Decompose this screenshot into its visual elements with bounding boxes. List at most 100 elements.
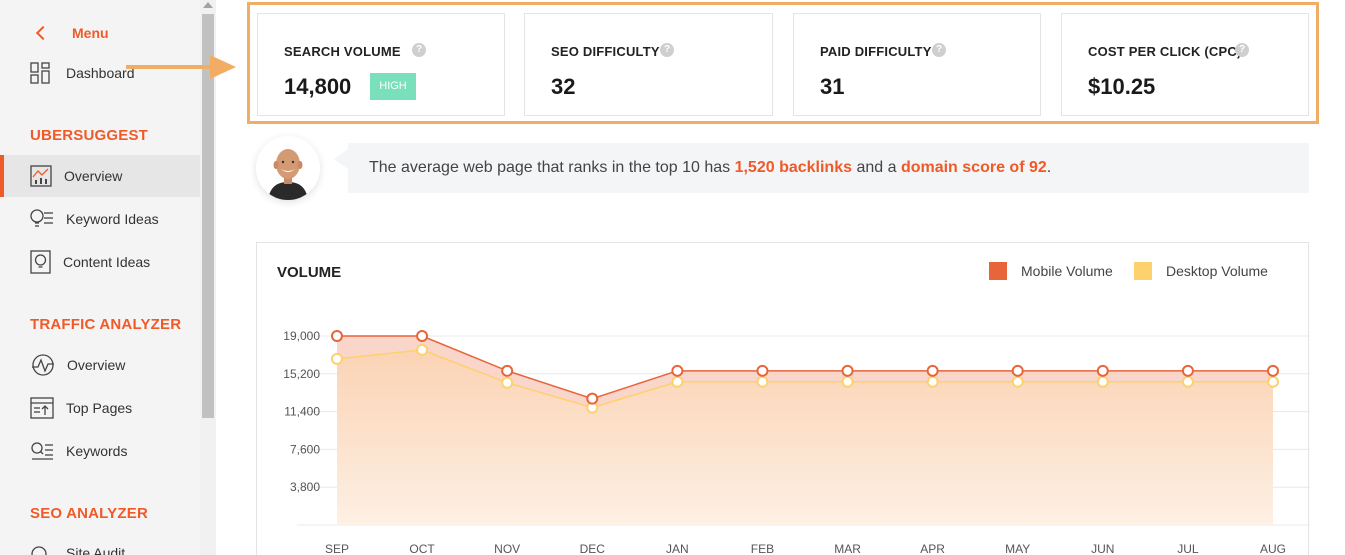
chart-title: VOLUME (277, 264, 342, 281)
sidebar-item-keyword-ideas[interactable]: Keyword Ideas (0, 198, 200, 240)
mobile-volume-point (1267, 364, 1279, 377)
sidebar-item-label: Content Ideas (63, 254, 151, 270)
legend-label: Desktop Volume (1166, 263, 1268, 279)
sidebar-item-label: Keywords (66, 443, 128, 459)
help-icon[interactable]: ? (660, 43, 674, 57)
tip-backlinks: 1,520 backlinks (734, 159, 852, 176)
sidebar-item-top-pages[interactable]: Top Pages (0, 387, 200, 429)
sidebar: Menu Dashboard UBERSUGGEST Overview (0, 0, 200, 555)
metric-card-paid-difficulty: PAID DIFFICULTY ? 31 (793, 13, 1041, 116)
legend-item-desktop[interactable]: Desktop Volume (1134, 262, 1268, 280)
tip-text: The average web page that ranks in the t… (369, 159, 1051, 177)
metric-label: SEARCH VOLUME (284, 44, 401, 59)
menu-back-button[interactable]: Menu (35, 22, 109, 44)
person-avatar-icon (256, 136, 320, 200)
chart-overview-icon (30, 165, 52, 187)
section-title-ubersuggest: UBERSUGGEST (30, 127, 149, 144)
sidebar-item-content-ideas[interactable]: Content Ideas (0, 241, 200, 283)
legend-swatch (989, 262, 1007, 280)
keywords-search-icon (31, 442, 53, 460)
metric-label: SEO DIFFICULTY (551, 44, 660, 59)
keyword-ideas-icon (30, 209, 53, 227)
x-tick-label: MAR (834, 542, 861, 555)
volume-level-badge: HIGH (370, 73, 416, 100)
sidebar-item-overview[interactable]: Overview (0, 155, 200, 197)
sidebar-item-label: Overview (64, 168, 123, 184)
legend-label: Mobile Volume (1021, 263, 1113, 279)
sidebar-item-site-audit[interactable]: Site Audit (0, 532, 200, 555)
metric-value: $10.25 (1088, 74, 1156, 99)
metric-value: 32 (551, 74, 576, 99)
mobile-volume-point (756, 364, 769, 377)
metric-label: COST PER CLICK (CPC) (1088, 44, 1242, 59)
desktop-volume-point (501, 376, 514, 389)
desktop-volume-point (841, 375, 854, 388)
desktop-volume-point (671, 375, 684, 388)
metrics-highlight-box: SEARCH VOLUME ? 14,800 HIGH SEO DIFFICUL… (247, 2, 1319, 124)
help-icon[interactable]: ? (932, 43, 946, 57)
volume-chart: 19,000 15,200 11,400 7,600 3,800 SEP OCT NOV DEC… (283, 329, 1310, 555)
site-audit-icon (31, 546, 47, 555)
mobile-volume-point (671, 364, 684, 377)
y-tick-label: 15,200 (283, 367, 320, 381)
x-tick-label: JAN (666, 542, 689, 555)
desktop-volume-area (337, 349, 1273, 525)
mobile-volume-point (1011, 364, 1024, 377)
sidebar-item-label: Top Pages (66, 400, 133, 416)
mobile-volume-point (416, 330, 429, 342)
metric-card-search-volume: SEARCH VOLUME ? 14,800 HIGH (257, 13, 505, 116)
desktop-volume-point (926, 375, 939, 388)
legend-swatch (1134, 262, 1152, 280)
x-tick-label: FEB (751, 542, 774, 555)
mobile-volume-point (1096, 364, 1109, 377)
metric-label: PAID DIFFICULTY (820, 44, 932, 59)
section-title-seo-analyzer: SEO ANALYZER (30, 505, 148, 522)
metric-card-seo-difficulty: SEO DIFFICULTY ? 32 (524, 13, 773, 116)
menu-label: Menu (72, 25, 109, 41)
x-tick-label: JUL (1177, 542, 1199, 555)
content-ideas-icon (30, 250, 51, 274)
y-tick-label: 19,000 (283, 329, 320, 343)
metric-value: 14,800 (284, 74, 352, 99)
scrollbar-thumb[interactable] (202, 14, 214, 418)
x-tick-label: AUG (1260, 542, 1286, 555)
sidebar-item-label: Site Audit (66, 545, 126, 555)
desktop-volume-point (1011, 375, 1024, 388)
sidebar-item-traffic-overview[interactable]: Overview (0, 344, 200, 386)
y-tick-label: 7,600 (290, 442, 320, 456)
tip-domain-score: domain score of 92 (900, 159, 1047, 176)
sidebar-item-label: Keyword Ideas (66, 211, 159, 227)
x-tick-label: APR (920, 542, 945, 555)
dashboard-icon (30, 62, 50, 84)
mobile-volume-point (586, 392, 599, 405)
desktop-volume-point (756, 375, 769, 388)
help-icon[interactable]: ? (1235, 43, 1249, 57)
arrow-pointer-icon (126, 55, 236, 79)
x-tick-label: SEP (325, 542, 349, 555)
desktop-volume-point (416, 343, 429, 356)
help-icon[interactable]: ? (412, 43, 426, 57)
x-tick-label: OCT (409, 542, 435, 555)
mobile-volume-point (501, 364, 514, 377)
x-tick-label: JUN (1091, 542, 1114, 555)
desktop-volume-line (336, 349, 1273, 409)
desktop-volume-point (1096, 375, 1109, 388)
y-tick-label: 11,400 (284, 405, 320, 419)
metric-card-cpc: COST PER CLICK (CPC) ? $10.25 (1061, 13, 1309, 116)
sidebar-item-label: Dashboard (66, 65, 135, 81)
sidebar-item-label: Overview (67, 357, 126, 373)
sidebar-item-keywords[interactable]: Keywords (0, 430, 200, 472)
legend-item-mobile[interactable]: Mobile Volume (989, 262, 1113, 280)
mobile-volume-point (841, 364, 854, 377)
desktop-volume-point (1181, 375, 1194, 388)
mobile-volume-point (926, 364, 939, 377)
top-pages-icon (30, 397, 54, 419)
metric-value: 31 (820, 74, 845, 99)
section-title-traffic-analyzer: TRAFFIC ANALYZER (30, 316, 182, 333)
scroll-up-arrow-icon[interactable] (203, 2, 213, 8)
desktop-volume-point (1267, 375, 1279, 388)
mobile-volume-band (337, 336, 1273, 408)
sidebar-item-dashboard[interactable]: Dashboard (0, 52, 200, 94)
traffic-overview-icon (32, 354, 54, 376)
tip-suffix: . (1046, 159, 1052, 176)
